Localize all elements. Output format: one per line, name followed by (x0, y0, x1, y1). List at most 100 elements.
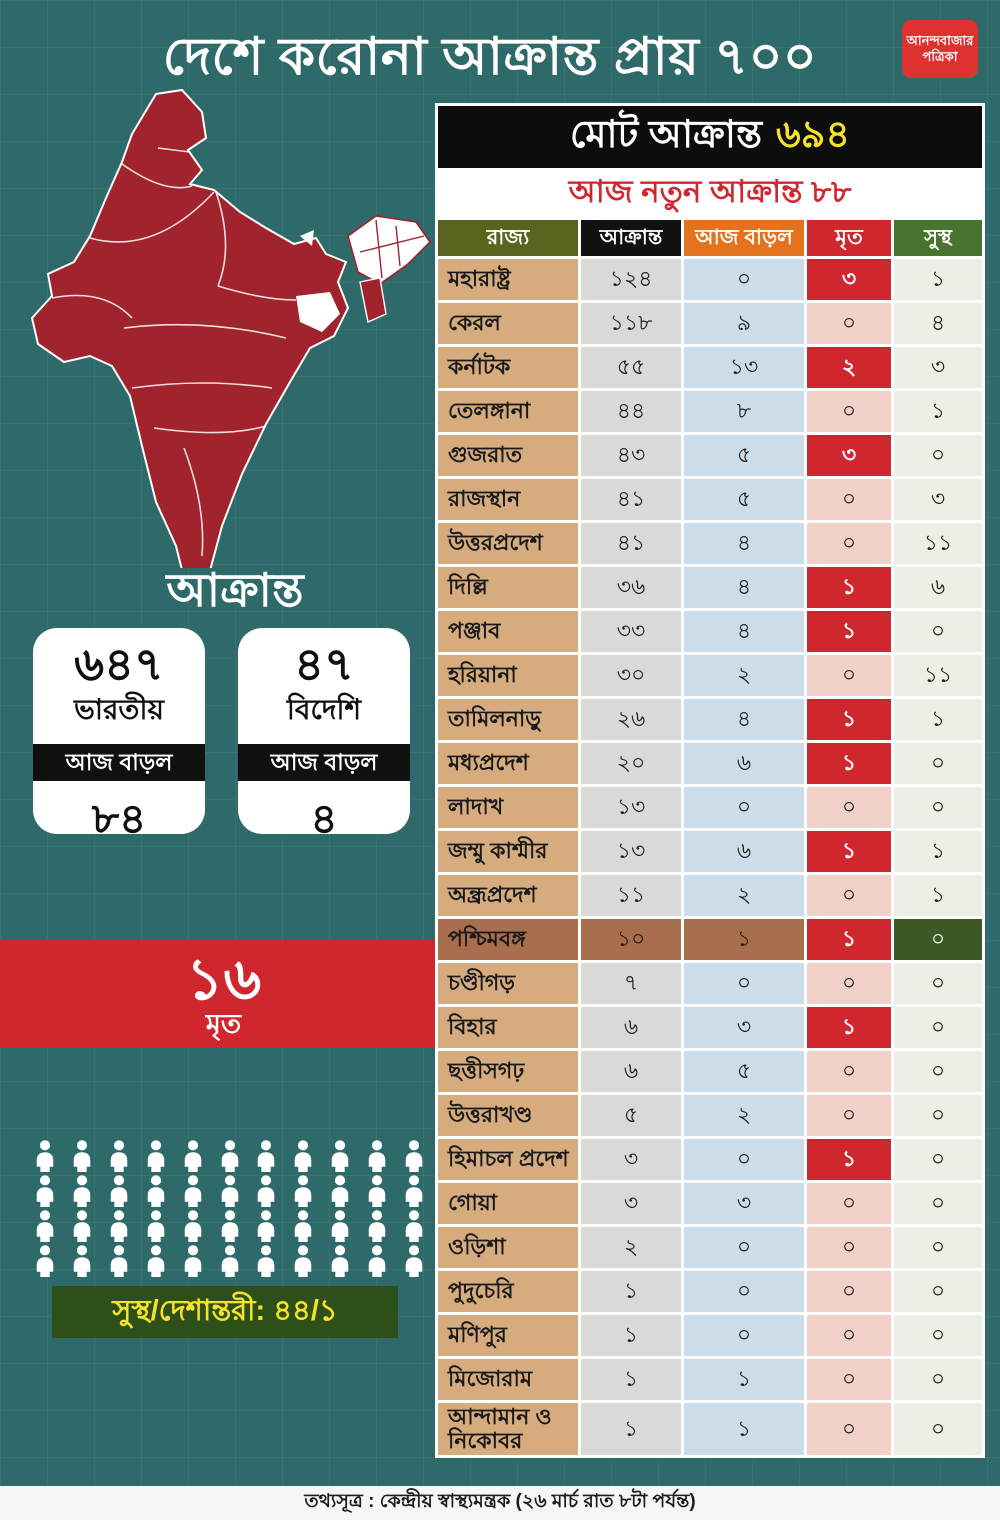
stat-cell: ০ (894, 1359, 982, 1400)
person-icon (73, 1245, 91, 1277)
stat-cell: ০ (684, 963, 804, 1004)
state-name: মহারাষ্ট্র (438, 259, 578, 300)
stat-cell: ০ (807, 655, 891, 696)
stat-cell: ১ (894, 259, 982, 300)
stat-cell: ৩ (807, 435, 891, 476)
stat-cell: ০ (894, 787, 982, 828)
stat-cell: ১ (684, 1359, 804, 1400)
stat-cell: ৬ (581, 1007, 681, 1048)
india-map (30, 88, 432, 568)
person-icon (331, 1140, 349, 1172)
stat-cell: ১০ (581, 919, 681, 960)
state-name: পশ্চিমবঙ্গ (438, 919, 578, 960)
stat-cell: ০ (894, 1227, 982, 1268)
person-icon (184, 1140, 201, 1172)
stat-cell: ১৩ (581, 831, 681, 872)
state-table: মোট আক্রান্ত ৬৯৪ আজ নতুন আক্রান্ত ৮৮ রাজ… (435, 103, 985, 1459)
stat-cell: ০ (684, 1271, 804, 1312)
indian-delta-label: আজ বাড়ল (33, 744, 205, 782)
person-icon (295, 1175, 312, 1207)
state-name: পুদুচেরি (438, 1271, 578, 1312)
person-icon (147, 1245, 164, 1277)
stat-cell: ০ (807, 303, 891, 344)
state-name: তামিলনাড়ু (438, 699, 578, 740)
state-name: দিল্লি (438, 567, 578, 608)
stat-cell: ৪৪ (581, 391, 681, 432)
stat-cell: ১ (807, 743, 891, 784)
person-icon (184, 1245, 201, 1277)
state-name: কর্নাটক (438, 347, 578, 388)
person-icon (331, 1210, 349, 1242)
person-icon (258, 1140, 275, 1172)
stat-cell: ১২৪ (581, 259, 681, 300)
person-icon (147, 1140, 164, 1172)
recovered-pictogram (30, 1140, 430, 1277)
state-name: উত্তরপ্রদেশ (438, 523, 578, 564)
stat-cell: ২ (581, 1227, 681, 1268)
stat-cell: ০ (894, 1051, 982, 1092)
column-header: রাজ্য (438, 220, 578, 256)
stat-cell: ৩০ (581, 655, 681, 696)
stat-cell: ০ (894, 1007, 982, 1048)
stat-cell: ০ (894, 1271, 982, 1312)
foreign-cases-value: ৪৭ (294, 638, 354, 690)
person-icon (405, 1245, 423, 1277)
stat-cell: ০ (684, 259, 804, 300)
stat-cell: ০ (684, 1227, 804, 1268)
state-name: ছত্তীসগঢ় (438, 1051, 578, 1092)
person-icon (295, 1245, 312, 1277)
person-icon (221, 1245, 238, 1277)
foreign-cases-label: বিদেশি (286, 694, 362, 726)
brand-logo: আনন্দবাজার পত্রিকা (902, 20, 978, 78)
deaths-value: ১৬ (185, 946, 262, 1012)
stat-cell: ৩ (807, 259, 891, 300)
stat-cell: ৫ (684, 1051, 804, 1092)
stat-cell: ১ (581, 1315, 681, 1356)
stat-cell: ৪১ (581, 479, 681, 520)
stat-cell: ১ (807, 919, 891, 960)
foreign-delta-label: আজ বাড়ল (238, 744, 410, 782)
stat-cell: ১ (894, 831, 982, 872)
stat-cell: ০ (684, 1315, 804, 1356)
stat-cell: ০ (894, 919, 982, 960)
stat-cell: ০ (807, 523, 891, 564)
stat-cell: ৫ (581, 1095, 681, 1136)
person-icon (147, 1210, 164, 1242)
stat-cell: ০ (894, 963, 982, 1004)
person-icon (258, 1245, 275, 1277)
stat-cell: ০ (894, 1403, 982, 1456)
stat-cell: ১১ (894, 523, 982, 564)
person-icon (368, 1140, 386, 1172)
stat-cell: ১ (807, 1139, 891, 1180)
recovered-box: সুস্থ/দেশান্তরী: ৪৪/১ (52, 1286, 398, 1338)
state-name: মণিপুর (438, 1315, 578, 1356)
person-icon (147, 1175, 164, 1207)
state-name: চণ্ডীগড় (438, 963, 578, 1004)
person-icon (258, 1175, 275, 1207)
state-name: গোয়া (438, 1183, 578, 1224)
stat-cell: ২০ (581, 743, 681, 784)
person-icon (110, 1140, 128, 1172)
person-icon (405, 1175, 423, 1207)
person-icon (221, 1175, 238, 1207)
stat-cell: ৩ (581, 1183, 681, 1224)
state-table-grid: রাজ্য আক্রান্ত আজ বাড়ল মৃত সুস্থ মহারাষ্ট্র ১… (438, 220, 982, 1456)
indian-cases-card: ৬৪৭ ভারতীয় আজ বাড়ল ৮৪ (33, 628, 205, 834)
stat-cell: ৮ (684, 391, 804, 432)
stat-cell: ৬ (684, 743, 804, 784)
person-icon (110, 1245, 128, 1277)
stat-cell: ৪ (684, 611, 804, 652)
state-borders (51, 147, 297, 557)
stat-cell: ১ (581, 1359, 681, 1400)
stat-cell: ১ (807, 567, 891, 608)
stat-cell: ১ (894, 875, 982, 916)
person-icon (36, 1140, 54, 1172)
state-name: উত্তরাখণ্ড (438, 1095, 578, 1136)
column-header: আজ বাড়ল (684, 220, 804, 256)
person-icon (368, 1175, 386, 1207)
person-icon (368, 1210, 386, 1242)
person-icon (221, 1210, 238, 1242)
stat-cell: ৫ (684, 479, 804, 520)
stat-cell: ০ (894, 1139, 982, 1180)
